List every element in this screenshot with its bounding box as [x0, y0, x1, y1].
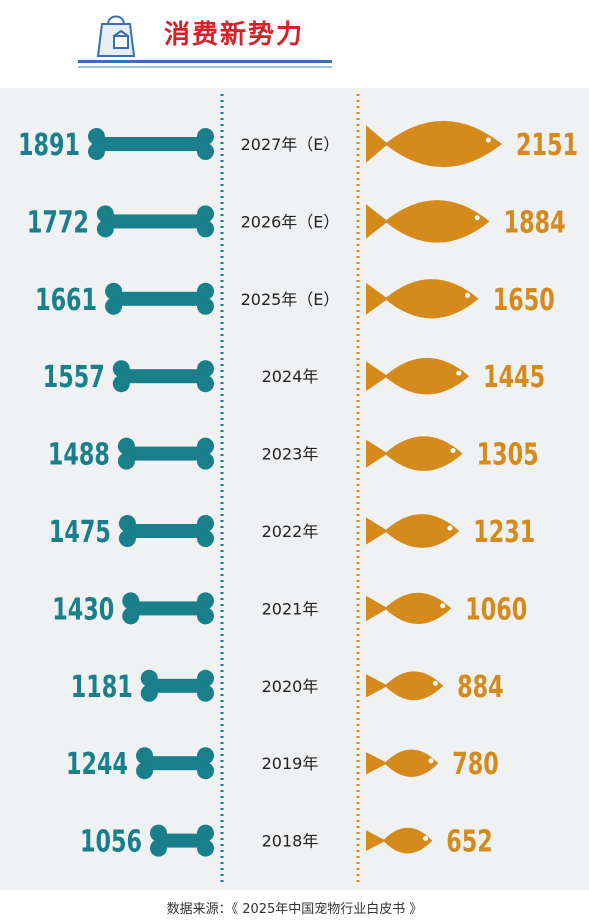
bone-bar — [88, 128, 214, 160]
fish-value-label: 884 — [457, 670, 504, 705]
fish-value-label: 1445 — [483, 360, 545, 395]
banner-underline-secondary — [78, 66, 332, 68]
banner-underline — [78, 60, 332, 63]
year-label: 2027年（E） — [241, 135, 340, 154]
bone-bar — [117, 437, 214, 470]
bone-value-label: 1430 — [52, 592, 114, 627]
year-label: 2021年 — [262, 599, 319, 618]
fish-bar — [366, 671, 444, 701]
fish-value-label: 1060 — [465, 592, 527, 627]
year-label: 2020年 — [262, 677, 319, 696]
bone-value-label: 1056 — [80, 825, 142, 860]
chart-panel: 1891 2027年（E） 2151 1772 2026年（E） 1884 1661 2025… — [0, 88, 589, 890]
fish-bar — [366, 514, 460, 548]
chart-svg: 1891 2027年（E） 2151 1772 2026年（E） 1884 1661 2025… — [18, 94, 578, 884]
year-label: 2019年 — [262, 754, 319, 773]
year-label: 2026年（E） — [241, 212, 340, 231]
bone-bar — [118, 515, 214, 547]
bone-value-label: 1181 — [71, 670, 133, 705]
fish-bar — [366, 749, 439, 777]
fish-bar — [366, 592, 452, 625]
fish-value-label: 652 — [446, 825, 493, 860]
year-label: 2023年 — [262, 445, 319, 464]
year-label: 2018年 — [262, 832, 319, 851]
bone-bar — [112, 360, 214, 393]
shopping-bag-icon — [96, 15, 136, 57]
fish-bar — [366, 120, 502, 168]
fish-value-label: 780 — [452, 747, 499, 782]
bone-value-label: 1891 — [18, 128, 80, 163]
fish-value-label: 2151 — [516, 128, 578, 163]
bone-bar — [140, 669, 214, 702]
bone-bar — [96, 205, 214, 238]
bone-value-label: 1557 — [43, 360, 105, 395]
bone-value-label: 1488 — [48, 438, 110, 473]
bone-bar — [105, 282, 214, 315]
fish-value-label: 1305 — [477, 438, 539, 473]
bone-value-label: 1772 — [27, 205, 89, 240]
year-label: 2022年 — [262, 522, 319, 541]
fish-value-label: 1231 — [473, 515, 535, 550]
fish-bar — [366, 357, 470, 395]
bone-bar — [136, 747, 214, 780]
fish-value-label: 1650 — [493, 283, 555, 318]
fish-bar — [366, 279, 479, 319]
fish-value-label: 1884 — [504, 205, 566, 240]
fish-bar — [366, 200, 490, 243]
bone-value-label: 1661 — [35, 283, 97, 318]
data-source-note: 数据来源：《 2025年中国宠物行业白皮书 》 — [166, 902, 423, 917]
year-label: 2024年 — [262, 367, 319, 386]
year-label: 2025年（E） — [241, 290, 340, 309]
bone-value-label: 1475 — [49, 515, 111, 550]
bone-bar — [122, 592, 214, 625]
bone-value-label: 1244 — [66, 747, 128, 782]
fish-bar — [366, 436, 463, 471]
fish-bar — [366, 827, 433, 854]
header-banner: 消费新势力 — [0, 0, 589, 76]
banner-title: 消费新势力 — [164, 20, 305, 50]
bone-bar — [150, 824, 214, 857]
